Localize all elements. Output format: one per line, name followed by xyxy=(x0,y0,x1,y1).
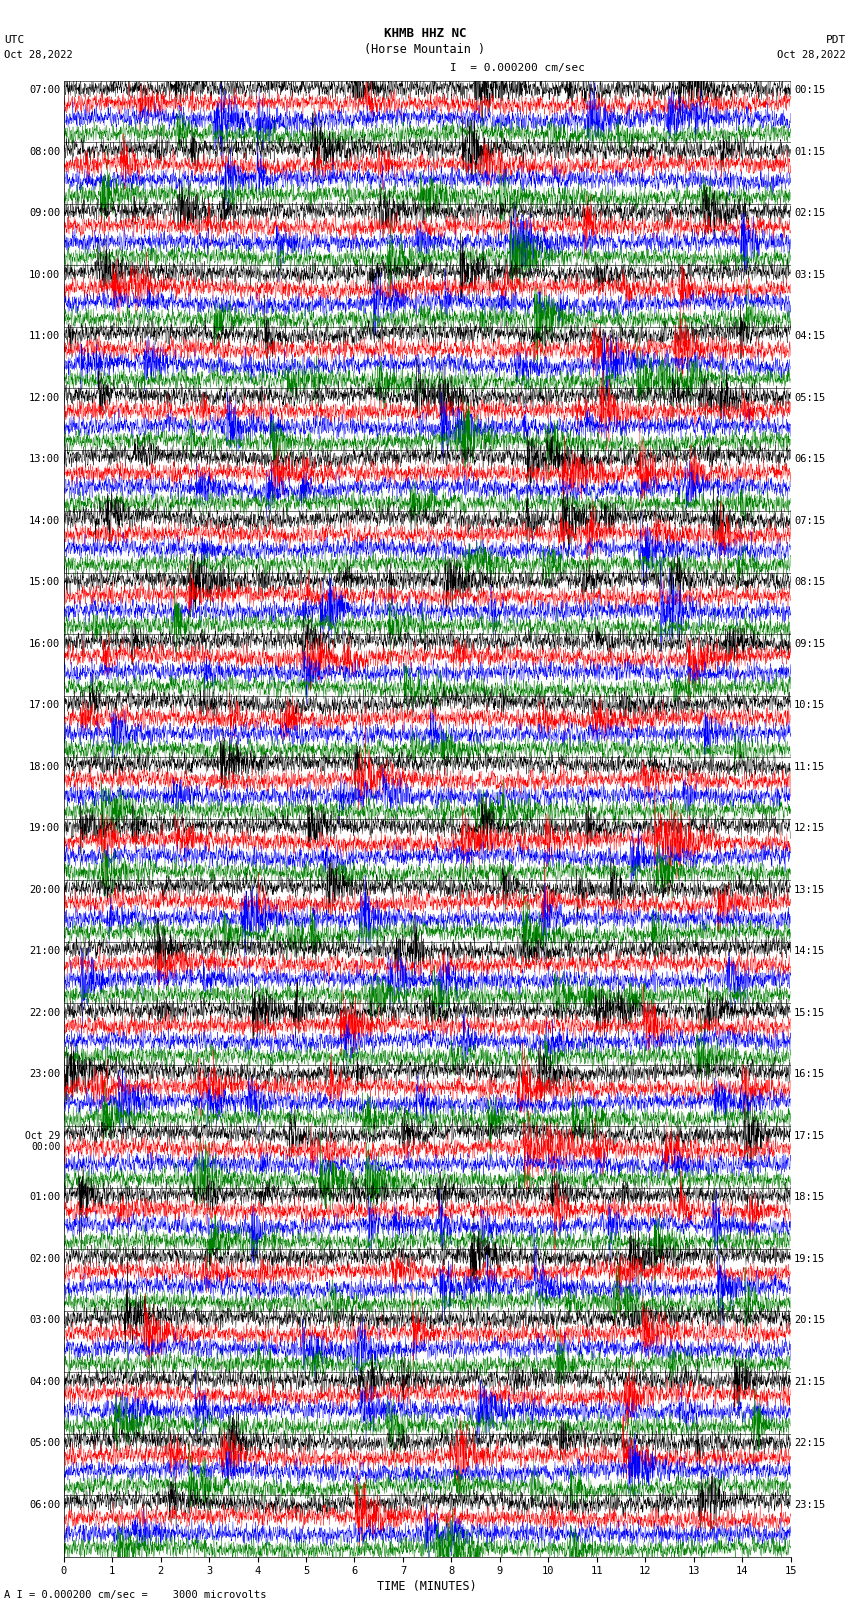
Text: 16:00: 16:00 xyxy=(29,639,60,648)
Text: 03:00: 03:00 xyxy=(29,1316,60,1326)
Text: 22:15: 22:15 xyxy=(794,1439,825,1448)
Text: 00:15: 00:15 xyxy=(794,85,825,95)
Text: 19:00: 19:00 xyxy=(29,823,60,834)
Text: KHMB HHZ NC: KHMB HHZ NC xyxy=(383,27,467,40)
Text: 11:00: 11:00 xyxy=(29,332,60,342)
Text: 01:15: 01:15 xyxy=(794,147,825,156)
Text: 21:00: 21:00 xyxy=(29,947,60,957)
Text: 00:00: 00:00 xyxy=(31,1142,60,1152)
Text: 03:15: 03:15 xyxy=(794,269,825,281)
Text: 13:00: 13:00 xyxy=(29,455,60,465)
Text: 18:00: 18:00 xyxy=(29,761,60,773)
Text: 05:00: 05:00 xyxy=(29,1439,60,1448)
Text: 02:15: 02:15 xyxy=(794,208,825,218)
Text: 22:00: 22:00 xyxy=(29,1008,60,1018)
Text: 15:15: 15:15 xyxy=(794,1008,825,1018)
Text: 04:15: 04:15 xyxy=(794,332,825,342)
Text: 06:15: 06:15 xyxy=(794,455,825,465)
Text: PDT: PDT xyxy=(825,35,846,45)
Text: 16:15: 16:15 xyxy=(794,1069,825,1079)
Text: I  = 0.000200 cm/sec: I = 0.000200 cm/sec xyxy=(450,63,586,73)
Text: Oct 28,2022: Oct 28,2022 xyxy=(777,50,846,60)
Text: 17:15: 17:15 xyxy=(794,1131,825,1140)
Text: 21:15: 21:15 xyxy=(794,1378,825,1387)
Text: 23:00: 23:00 xyxy=(29,1069,60,1079)
Text: Oct 28,2022: Oct 28,2022 xyxy=(4,50,73,60)
Text: 19:15: 19:15 xyxy=(794,1253,825,1265)
Text: 10:15: 10:15 xyxy=(794,700,825,710)
Text: 18:15: 18:15 xyxy=(794,1192,825,1202)
Text: (Horse Mountain ): (Horse Mountain ) xyxy=(365,44,485,56)
Text: 20:00: 20:00 xyxy=(29,886,60,895)
Text: 04:00: 04:00 xyxy=(29,1378,60,1387)
Text: 20:15: 20:15 xyxy=(794,1316,825,1326)
Text: 17:00: 17:00 xyxy=(29,700,60,710)
Text: 09:00: 09:00 xyxy=(29,208,60,218)
Text: 06:00: 06:00 xyxy=(29,1500,60,1510)
Text: UTC: UTC xyxy=(4,35,25,45)
Text: 12:15: 12:15 xyxy=(794,823,825,834)
Text: Oct 29: Oct 29 xyxy=(26,1131,60,1140)
Text: 14:15: 14:15 xyxy=(794,947,825,957)
Text: 01:00: 01:00 xyxy=(29,1192,60,1202)
Text: 10:00: 10:00 xyxy=(29,269,60,281)
Text: 11:15: 11:15 xyxy=(794,761,825,773)
Text: 05:15: 05:15 xyxy=(794,394,825,403)
Text: 02:00: 02:00 xyxy=(29,1253,60,1265)
Text: A I = 0.000200 cm/sec =    3000 microvolts: A I = 0.000200 cm/sec = 3000 microvolts xyxy=(4,1590,267,1600)
Text: 13:15: 13:15 xyxy=(794,886,825,895)
Text: 08:15: 08:15 xyxy=(794,577,825,587)
Text: 23:15: 23:15 xyxy=(794,1500,825,1510)
Text: 07:15: 07:15 xyxy=(794,516,825,526)
Text: 07:00: 07:00 xyxy=(29,85,60,95)
Text: 08:00: 08:00 xyxy=(29,147,60,156)
Text: 09:15: 09:15 xyxy=(794,639,825,648)
Text: 14:00: 14:00 xyxy=(29,516,60,526)
X-axis label: TIME (MINUTES): TIME (MINUTES) xyxy=(377,1581,477,1594)
Text: 15:00: 15:00 xyxy=(29,577,60,587)
Text: 12:00: 12:00 xyxy=(29,394,60,403)
